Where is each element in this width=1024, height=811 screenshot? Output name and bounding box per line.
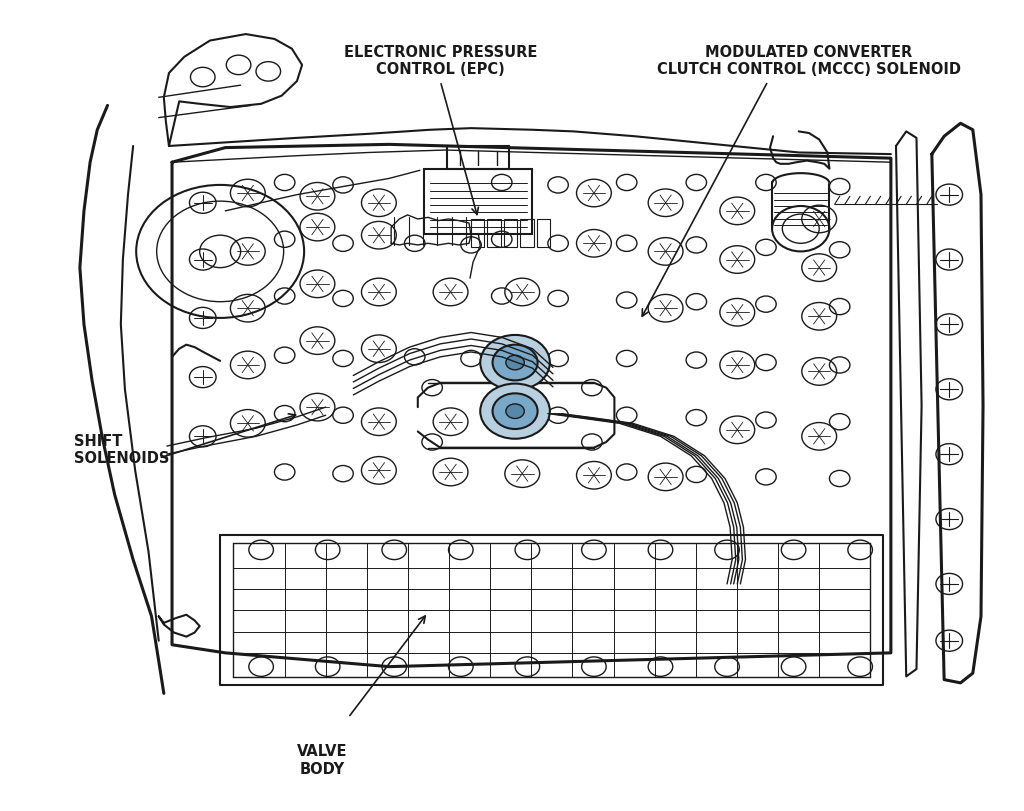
Bar: [537, 219, 550, 247]
Circle shape: [506, 404, 524, 418]
Bar: [447, 146, 509, 169]
Circle shape: [506, 355, 524, 370]
Bar: [487, 219, 501, 247]
Text: VALVE
BODY: VALVE BODY: [297, 744, 348, 777]
Circle shape: [493, 393, 538, 429]
Circle shape: [493, 345, 538, 380]
Text: ELECTRONIC PRESSURE
CONTROL (EPC): ELECTRONIC PRESSURE CONTROL (EPC): [344, 45, 537, 77]
Bar: [425, 169, 532, 234]
Bar: [471, 219, 484, 247]
Text: SHIFT
SOLENOIDS: SHIFT SOLENOIDS: [74, 434, 169, 466]
Circle shape: [480, 335, 550, 390]
Text: MODULATED CONVERTER
CLUTCH CONTROL (MCCC) SOLENOID: MODULATED CONVERTER CLUTCH CONTROL (MCCC…: [657, 45, 961, 77]
Circle shape: [480, 384, 550, 439]
Bar: [520, 219, 534, 247]
Bar: [504, 219, 517, 247]
